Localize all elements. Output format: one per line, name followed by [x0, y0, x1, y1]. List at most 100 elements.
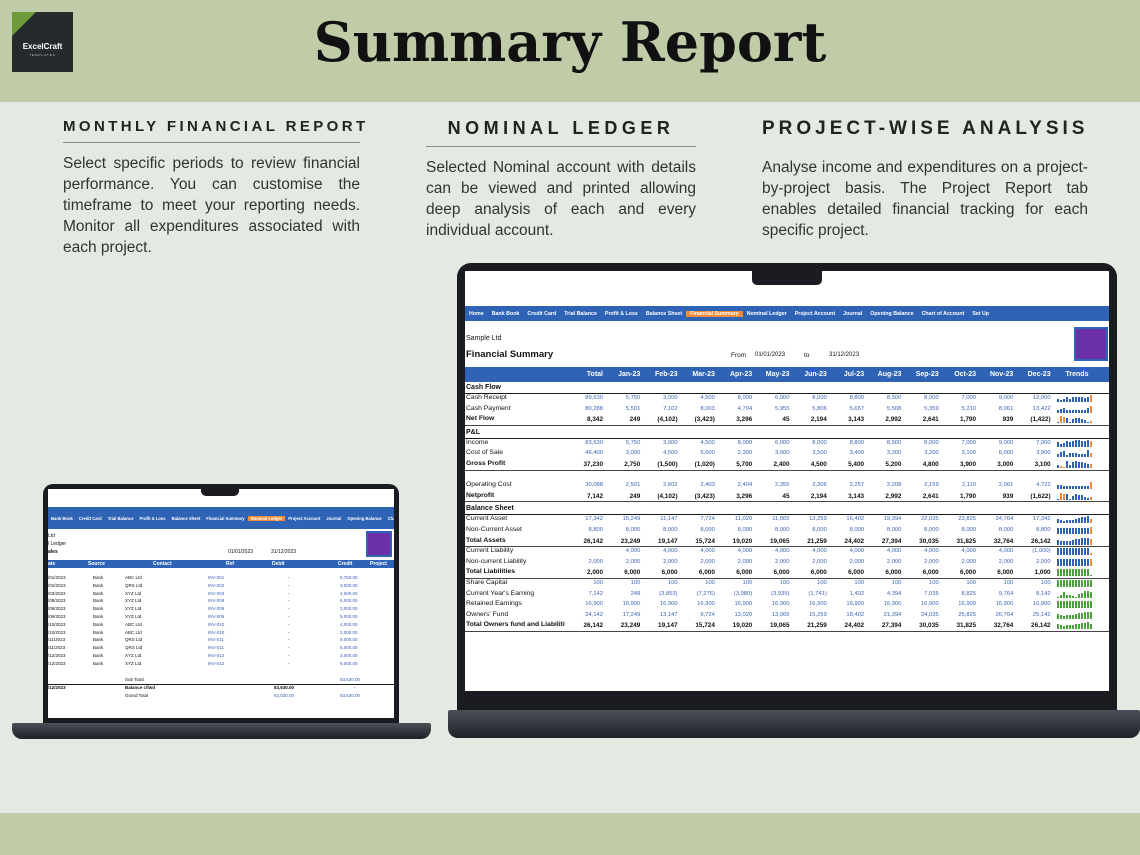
- column-header: Source: [88, 561, 105, 567]
- nav-tab[interactable]: Financial Summary: [686, 310, 743, 317]
- ledger-cell: XYZ Ltd: [125, 660, 142, 666]
- row-label: Non-Current Asset: [466, 526, 522, 533]
- row-value: 24,402: [844, 537, 865, 545]
- nav-tab[interactable]: Trial Balance: [564, 310, 597, 317]
- row-value: 8,000: [924, 439, 939, 446]
- trend-bar: [1087, 548, 1089, 556]
- row-value: 16,900: [958, 601, 976, 608]
- nav-tab[interactable]: Profit & Loss: [139, 515, 166, 521]
- row-value: 2,000: [737, 558, 753, 565]
- nav-tab[interactable]: Bank Book: [51, 515, 73, 521]
- column-header: Trends: [1065, 371, 1089, 378]
- column-header: May-23: [765, 371, 790, 378]
- trend-sparkline: [1057, 516, 1101, 524]
- row-value: 4,000: [812, 548, 827, 555]
- trend-bar: [1072, 580, 1074, 587]
- row-value: 8,000: [924, 527, 939, 533]
- grand-debit: 83,630.00: [274, 692, 295, 698]
- row-value: 8,800: [1036, 527, 1051, 533]
- trend-bar: [1075, 485, 1077, 490]
- nav-tab[interactable]: Balance Sheet: [171, 515, 201, 521]
- trend-sparkline: [1057, 622, 1101, 630]
- trend-sparkline: [1057, 601, 1101, 609]
- nav-tab[interactable]: Bank Book: [491, 310, 520, 317]
- column-header: Project: [370, 561, 387, 567]
- nav-tab[interactable]: Chart of Account: [387, 515, 394, 521]
- nav-tab[interactable]: Nominal Ledger: [247, 515, 286, 521]
- sheet-nav: Bank Book Credit Card Trial Balance Profit …: [48, 507, 394, 529]
- row-value: 2,000: [886, 558, 902, 565]
- ledger-cell: -: [288, 614, 290, 619]
- divider: [465, 393, 1109, 394]
- row-value: 8,061: [998, 405, 1014, 412]
- nav-tab[interactable]: Project Account: [288, 515, 321, 521]
- row-value: 2,208: [886, 482, 902, 489]
- nav-tab[interactable]: Set Up: [972, 310, 990, 317]
- nav-tab[interactable]: Profit & Loss: [604, 310, 638, 317]
- nav-tab[interactable]: Balance Sheet: [645, 310, 683, 317]
- from-date[interactable]: 01/01/2023: [228, 549, 254, 555]
- from-date[interactable]: 01/01/2023: [755, 352, 786, 358]
- row-value: 32,764: [993, 537, 1014, 545]
- row-value: 4,704: [737, 405, 753, 412]
- trend-bar: [1084, 591, 1086, 598]
- trend-bar: [1057, 569, 1059, 577]
- trend-bar: [1069, 520, 1071, 524]
- trend-bar: [1066, 569, 1068, 577]
- ledger-cell: XYZ Ltd: [125, 653, 142, 658]
- row-value: 8,825: [961, 590, 976, 597]
- nav-tab[interactable]: Trial Balance: [107, 515, 134, 521]
- trend-bar: [1066, 397, 1068, 402]
- big-laptop-screen: Home Bank Book Credit Card Trial Balance Pro…: [457, 263, 1117, 713]
- row-value: 6,000: [848, 569, 865, 577]
- row-value: 939: [1002, 416, 1014, 424]
- nav-tab[interactable]: Chart of Account: [921, 310, 965, 317]
- column-header: Oct-23: [954, 371, 976, 378]
- ledger-cell: -: [288, 590, 290, 596]
- row-value: 3,100: [961, 450, 976, 457]
- nav-tab[interactable]: Opening Balance: [870, 310, 914, 317]
- to-date[interactable]: 31/12/2023: [829, 352, 860, 358]
- trend-bar: [1060, 408, 1062, 413]
- nav-tab[interactable]: Credit Card: [527, 310, 557, 317]
- sheet-heading: Financial Summary: [466, 349, 554, 360]
- trend-bar: [1081, 397, 1083, 402]
- section-title: MONTHLY FINANCIAL REPORT: [63, 118, 365, 143]
- trend-bar: [1075, 613, 1077, 619]
- trend-bar: [1063, 601, 1065, 609]
- ledger-cell: /12/2023: [48, 660, 66, 666]
- row-value: 37,230: [583, 461, 603, 468]
- row-label: Total Liabilities: [466, 568, 515, 576]
- trend-bar: [1078, 453, 1080, 458]
- nav-tab[interactable]: Journal: [843, 310, 863, 317]
- nav-tab[interactable]: Nominal Ledger: [746, 310, 787, 317]
- trend-bar: [1084, 409, 1086, 413]
- section-body: Selected Nominal account with details ca…: [426, 159, 696, 239]
- row-value: 1,402: [849, 590, 865, 597]
- row-value: 5,750: [625, 395, 641, 401]
- trend-bar: [1090, 539, 1092, 545]
- nav-tab[interactable]: Journal: [326, 515, 342, 521]
- trend-bar: [1087, 421, 1089, 424]
- trend-bar: [1081, 622, 1083, 630]
- row-label: Total Assets: [466, 536, 506, 544]
- trend-bar: [1087, 450, 1089, 458]
- ledger-cell: ABC Ltd: [125, 621, 142, 627]
- ledger-cell: Bank: [93, 598, 104, 604]
- nav-tab[interactable]: Financial Summary: [206, 515, 245, 521]
- row-value: 3,000: [663, 395, 678, 401]
- nav-tab[interactable]: Home: [469, 310, 484, 317]
- row-value: 939: [1002, 492, 1014, 500]
- nav-tab[interactable]: Project Account: [794, 310, 836, 317]
- nav-tab[interactable]: Credit Card: [78, 515, 102, 521]
- ledger-cell: -: [288, 629, 290, 635]
- trend-bar: [1078, 569, 1080, 577]
- to-date[interactable]: 31/12/2023: [271, 549, 297, 555]
- row-value: (4,102): [657, 416, 678, 424]
- nav-tab[interactable]: Opening Balance: [347, 515, 382, 521]
- row-value: 11,065: [772, 516, 790, 523]
- ledger-cell: /10/2023: [48, 621, 66, 627]
- column-header: Aug-23: [877, 371, 902, 378]
- trend-sparkline: [1057, 611, 1101, 619]
- block-title: Balance Sheet: [466, 505, 514, 513]
